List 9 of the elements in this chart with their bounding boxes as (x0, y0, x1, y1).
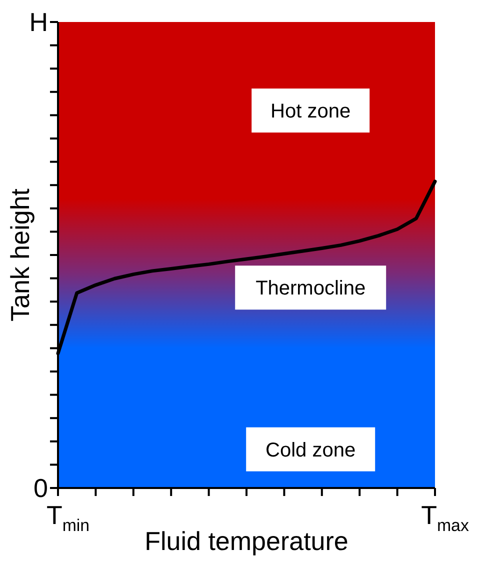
text: T$_{max}$ (421, 500, 470, 535)
text: Hot zone (270, 100, 351, 123)
annotation: Cold zone (266, 439, 356, 462)
text: 0 (34, 473, 48, 503)
x-axis-title: Fluid temperature (144, 526, 348, 556)
text: T$_{min}$ (46, 500, 90, 535)
annotation: Thermocline (256, 278, 366, 300)
y-axis-title: Tank height (5, 188, 36, 322)
text: H (29, 7, 48, 37)
